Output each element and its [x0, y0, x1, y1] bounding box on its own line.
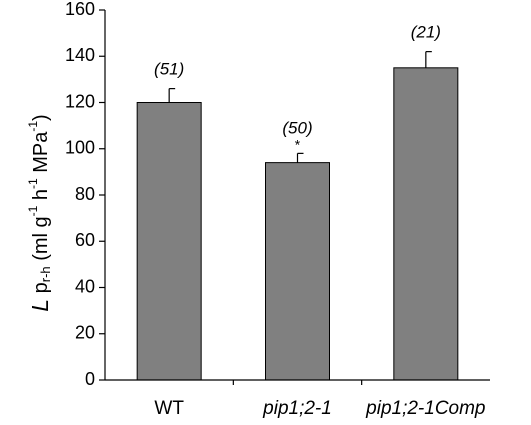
y-axis-label: L pr-h (ml g-1 h-1 MPa-1) [26, 114, 53, 311]
sample-size-label: (51) [154, 60, 184, 79]
bar [136, 102, 202, 381]
y-axis-label-sup1: -1 [26, 205, 40, 216]
y-tick-label: 0 [85, 369, 95, 389]
y-axis-label-mpa: MPa [30, 131, 52, 179]
y-tick-label: 140 [65, 45, 95, 65]
y-axis-label-open: (ml g [30, 216, 52, 266]
x-tick-label: pip1;2-1Comp [365, 398, 485, 419]
sample-size-label: (21) [411, 23, 441, 42]
y-axis-label-sup3: -1 [26, 121, 40, 132]
y-tick-label: 20 [75, 323, 95, 343]
y-tick-label: 60 [75, 230, 95, 250]
bar [265, 162, 330, 381]
sample-size-label: (50) [282, 118, 312, 137]
y-tick-label: 100 [65, 138, 95, 158]
labels-layer: 0 20 40 60 80 100 120 140 160 (51) WT *(50) pip1;2-1… [65, 0, 486, 419]
y-axis-label-sub: r-h [38, 266, 53, 282]
y-axis-label-L: L [27, 299, 53, 312]
y-tick-label: 80 [75, 184, 95, 204]
y-tick-label: 160 [65, 0, 95, 19]
y-axis-label-h: h [30, 189, 52, 206]
y-axis-label-close: ) [30, 114, 52, 121]
bar [393, 67, 459, 381]
x-tick-label: pip1;2-1 [262, 398, 332, 419]
y-tick-label: 120 [65, 91, 95, 111]
y-axis-label-sup2: -1 [26, 178, 40, 189]
y-axis-label-p: p [30, 282, 52, 299]
significance-marker: * [295, 136, 301, 152]
bars-layer [136, 51, 459, 381]
x-tick-label: WT [154, 398, 184, 419]
axes-layer [99, 9, 490, 385]
y-tick-label: 40 [75, 276, 95, 296]
